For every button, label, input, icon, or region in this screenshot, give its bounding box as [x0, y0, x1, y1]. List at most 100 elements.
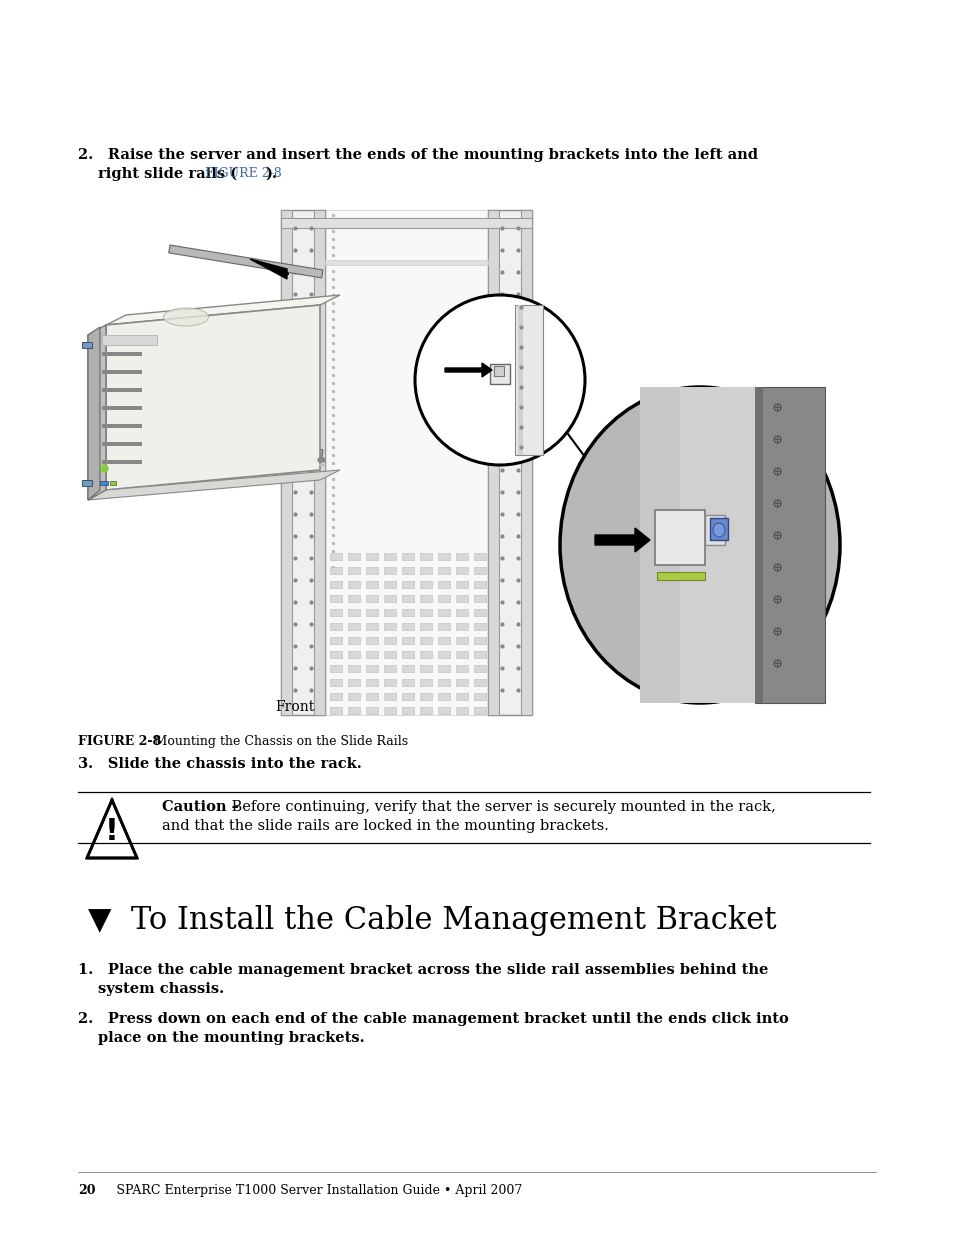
Bar — [102, 352, 142, 356]
Bar — [348, 664, 359, 672]
Bar — [330, 622, 341, 630]
Bar — [330, 637, 341, 643]
Bar — [330, 553, 341, 559]
Bar — [330, 693, 341, 700]
Bar — [384, 637, 395, 643]
Bar — [419, 580, 432, 588]
Bar — [384, 651, 395, 658]
Bar — [401, 651, 414, 658]
Bar — [314, 210, 325, 715]
Bar — [348, 637, 359, 643]
Text: ▼  To Install the Cable Management Bracket: ▼ To Install the Cable Management Bracke… — [88, 905, 776, 936]
Text: place on the mounting brackets.: place on the mounting brackets. — [98, 1031, 364, 1045]
Text: ).: ). — [265, 167, 276, 182]
Text: SPARC Enterprise T1000 Server Installation Guide • April 2007: SPARC Enterprise T1000 Server Installati… — [104, 1184, 521, 1197]
Bar — [366, 637, 377, 643]
Text: !: ! — [105, 818, 119, 846]
Bar — [456, 679, 468, 685]
Polygon shape — [169, 245, 323, 278]
Bar — [330, 679, 341, 685]
Ellipse shape — [712, 522, 724, 537]
Bar — [456, 706, 468, 714]
Bar — [419, 693, 432, 700]
Text: and that the slide rails are locked in the mounting brackets.: and that the slide rails are locked in t… — [162, 819, 608, 832]
Bar — [348, 706, 359, 714]
Bar — [384, 706, 395, 714]
Bar — [281, 210, 292, 715]
Bar — [384, 622, 395, 630]
Bar — [384, 693, 395, 700]
Bar — [517, 305, 522, 454]
Bar — [348, 567, 359, 574]
Bar — [419, 595, 432, 601]
Bar — [437, 706, 450, 714]
Bar — [419, 637, 432, 643]
Bar — [366, 567, 377, 574]
Text: 2. Press down on each end of the cable management bracket until the ends click i: 2. Press down on each end of the cable m… — [78, 1011, 788, 1026]
Bar — [384, 664, 395, 672]
Polygon shape — [169, 420, 323, 458]
Bar — [401, 609, 414, 616]
Bar — [419, 609, 432, 616]
Text: right slide rails (: right slide rails ( — [98, 167, 237, 182]
Bar — [456, 609, 468, 616]
Polygon shape — [106, 305, 319, 490]
Bar — [704, 515, 724, 545]
Bar — [419, 706, 432, 714]
Bar — [419, 651, 432, 658]
Bar — [102, 442, 142, 446]
Bar — [488, 210, 532, 715]
Bar — [348, 679, 359, 685]
Bar — [348, 651, 359, 658]
Bar — [456, 637, 468, 643]
Bar — [437, 637, 450, 643]
Bar — [384, 567, 395, 574]
Bar — [639, 387, 679, 703]
Bar — [474, 706, 485, 714]
Ellipse shape — [559, 387, 840, 703]
Bar — [330, 595, 341, 601]
Bar — [401, 706, 414, 714]
Bar — [474, 679, 485, 685]
Bar — [366, 706, 377, 714]
Bar — [401, 679, 414, 685]
Bar — [82, 342, 91, 348]
Bar — [474, 595, 485, 601]
Polygon shape — [250, 259, 287, 279]
Bar — [348, 693, 359, 700]
Bar — [419, 664, 432, 672]
Bar — [494, 366, 503, 375]
Bar — [366, 679, 377, 685]
Bar — [754, 387, 762, 703]
Bar — [102, 406, 142, 410]
Bar — [437, 622, 450, 630]
Ellipse shape — [163, 308, 209, 326]
Bar — [366, 651, 377, 658]
Bar — [456, 580, 468, 588]
Bar — [437, 693, 450, 700]
Bar — [82, 480, 91, 487]
Polygon shape — [88, 471, 339, 500]
Text: 20: 20 — [78, 1184, 95, 1197]
Bar — [474, 664, 485, 672]
Bar — [655, 510, 704, 564]
Bar — [520, 210, 532, 715]
Bar — [102, 424, 142, 429]
Polygon shape — [444, 363, 492, 377]
Bar — [419, 553, 432, 559]
Bar — [456, 553, 468, 559]
Polygon shape — [88, 327, 100, 500]
Bar — [419, 622, 432, 630]
Bar — [401, 580, 414, 588]
Polygon shape — [87, 800, 137, 858]
Bar — [401, 595, 414, 601]
Bar — [437, 679, 450, 685]
Bar — [456, 567, 468, 574]
Bar — [474, 567, 485, 574]
Bar — [348, 595, 359, 601]
Text: FIGURE 2-8: FIGURE 2-8 — [205, 167, 281, 180]
Bar — [348, 580, 359, 588]
Text: 3. Slide the chassis into the rack.: 3. Slide the chassis into the rack. — [78, 757, 361, 771]
Text: 1. Place the cable management bracket across the slide rail assemblies behind th: 1. Place the cable management bracket ac… — [78, 963, 767, 977]
Bar — [437, 609, 450, 616]
